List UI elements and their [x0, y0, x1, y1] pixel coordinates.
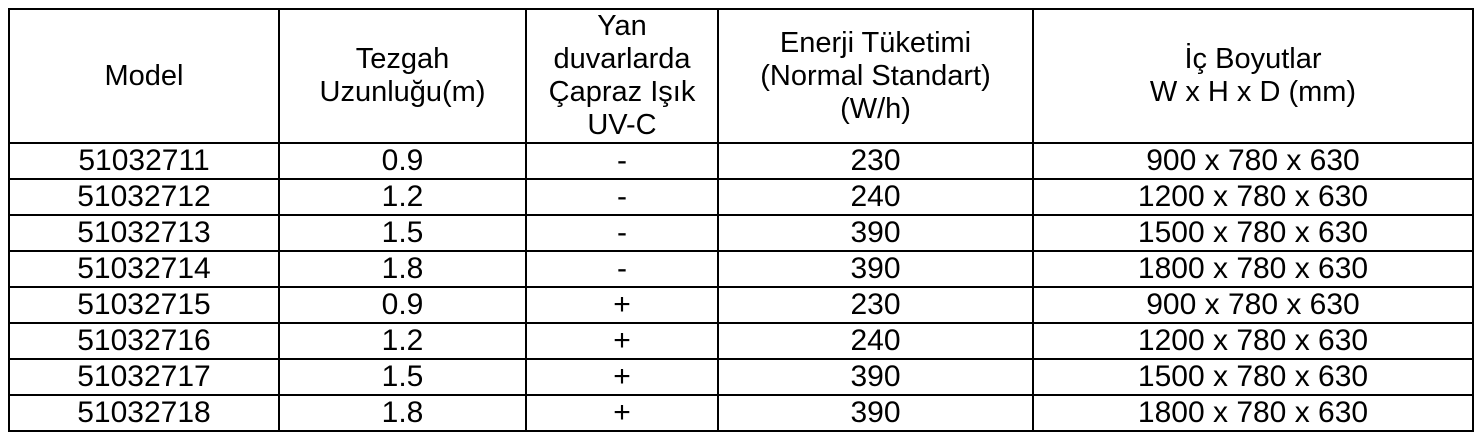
cell-model: 51032715 [8, 286, 280, 324]
cell-enerji-tuketimi: 390 [717, 250, 1034, 288]
column-header-internal-dimensions: İç Boyutlar W x H x D (mm) [1032, 8, 1474, 144]
cell-ic-boyutlar: 1500 x 780 x 630 [1032, 214, 1474, 252]
header-row: Model Tezgah Uzunluğu(m) Yan duvarlarda … [8, 8, 1474, 144]
cell-ic-boyutlar: 1200 x 780 x 630 [1032, 178, 1474, 216]
table-header: Model Tezgah Uzunluğu(m) Yan duvarlarda … [8, 8, 1474, 144]
column-header-model: Model [8, 8, 280, 144]
cell-enerji-tuketimi: 390 [717, 214, 1034, 252]
table-row: 51032717 1.5 +390 1500 x 780 x 630 [8, 358, 1474, 396]
cell-model: 51032711 [8, 142, 280, 180]
cell-tezgah-uzunlugu: 1.5 [278, 358, 527, 396]
table-row: 51032715 0.9 +230 900 x 780 x 630 [8, 286, 1474, 324]
cell-tezgah-uzunlugu: 1.5 [278, 214, 527, 252]
cell-capraz-isik-uvc: + [525, 358, 719, 396]
cell-capraz-isik-uvc: + [525, 322, 719, 360]
cell-model: 51032714 [8, 250, 280, 288]
cell-ic-boyutlar: 1200 x 780 x 630 [1032, 322, 1474, 360]
cell-enerji-tuketimi: 240 [717, 322, 1034, 360]
cell-capraz-isik-uvc: - [525, 250, 719, 288]
table-row: 51032714 1.8-390 1800 x 780 x 630 [8, 250, 1474, 288]
cell-ic-boyutlar: 1800 x 780 x 630 [1032, 250, 1474, 288]
column-header-uvc-cross-light: Yan duvarlarda Çapraz Işık UV-C [525, 8, 719, 144]
table-body: 51032711 0.9-230 900 x 780 x 630 51032712 1.… [8, 142, 1474, 432]
cell-capraz-isik-uvc: + [525, 286, 719, 324]
cell-enerji-tuketimi: 390 [717, 358, 1034, 396]
cell-tezgah-uzunlugu: 1.8 [278, 250, 527, 288]
cell-enerji-tuketimi: 240 [717, 178, 1034, 216]
table-row: 51032713 1.5-390 1500 x 780 x 630 [8, 214, 1474, 252]
cell-ic-boyutlar: 1800 x 780 x 630 [1032, 394, 1474, 432]
cell-enerji-tuketimi: 230 [717, 286, 1034, 324]
cell-ic-boyutlar: 900 x 780 x 630 [1032, 142, 1474, 180]
table-row: 51032718 1.8 +390 1800 x 780 x 630 [8, 394, 1474, 432]
cell-capraz-isik-uvc: - [525, 214, 719, 252]
cell-model: 51032712 [8, 178, 280, 216]
cell-model: 51032718 [8, 394, 280, 432]
column-header-energy-consumption: Enerji Tüketimi (Normal Standart) (W/h) [717, 8, 1034, 144]
cell-capraz-isik-uvc: + [525, 394, 719, 432]
cell-capraz-isik-uvc: - [525, 178, 719, 216]
cell-tezgah-uzunlugu: 0.9 [278, 142, 527, 180]
cell-model: 51032717 [8, 358, 280, 396]
product-spec-table: Model Tezgah Uzunluğu(m) Yan duvarlarda … [8, 8, 1474, 432]
cell-capraz-isik-uvc: - [525, 142, 719, 180]
cell-model: 51032716 [8, 322, 280, 360]
column-header-counter-length: Tezgah Uzunluğu(m) [278, 8, 527, 144]
cell-model: 51032713 [8, 214, 280, 252]
cell-tezgah-uzunlugu: 1.8 [278, 394, 527, 432]
table-row: 51032711 0.9-230 900 x 780 x 630 [8, 142, 1474, 180]
cell-ic-boyutlar: 1500 x 780 x 630 [1032, 358, 1474, 396]
cell-tezgah-uzunlugu: 0.9 [278, 286, 527, 324]
cell-ic-boyutlar: 900 x 780 x 630 [1032, 286, 1474, 324]
table-row: 51032712 1.2-240 1200 x 780 x 630 [8, 178, 1474, 216]
table-row: 51032716 1.2 +240 1200 x 780 x 630 [8, 322, 1474, 360]
cell-tezgah-uzunlugu: 1.2 [278, 178, 527, 216]
cell-enerji-tuketimi: 390 [717, 394, 1034, 432]
cell-enerji-tuketimi: 230 [717, 142, 1034, 180]
cell-tezgah-uzunlugu: 1.2 [278, 322, 527, 360]
